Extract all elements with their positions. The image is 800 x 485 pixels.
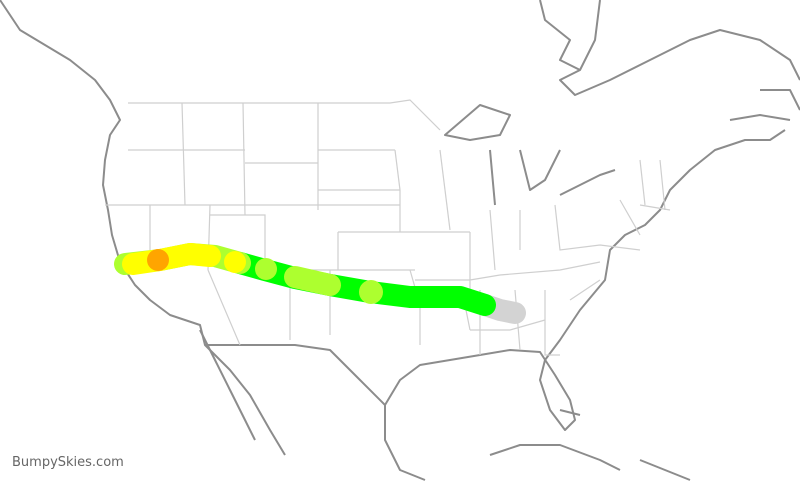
- turbulence-point: [255, 258, 277, 280]
- state-borders: [105, 99, 671, 356]
- turbulence-point: [224, 251, 246, 273]
- site-credit[interactable]: BumpySkies.com: [12, 455, 124, 470]
- turbulence-point: [147, 249, 169, 271]
- flight-route[interactable]: [114, 243, 526, 324]
- turbulence-point: [359, 280, 383, 304]
- route-segment-light: [284, 266, 341, 296]
- route-segment-moderate: [122, 243, 221, 275]
